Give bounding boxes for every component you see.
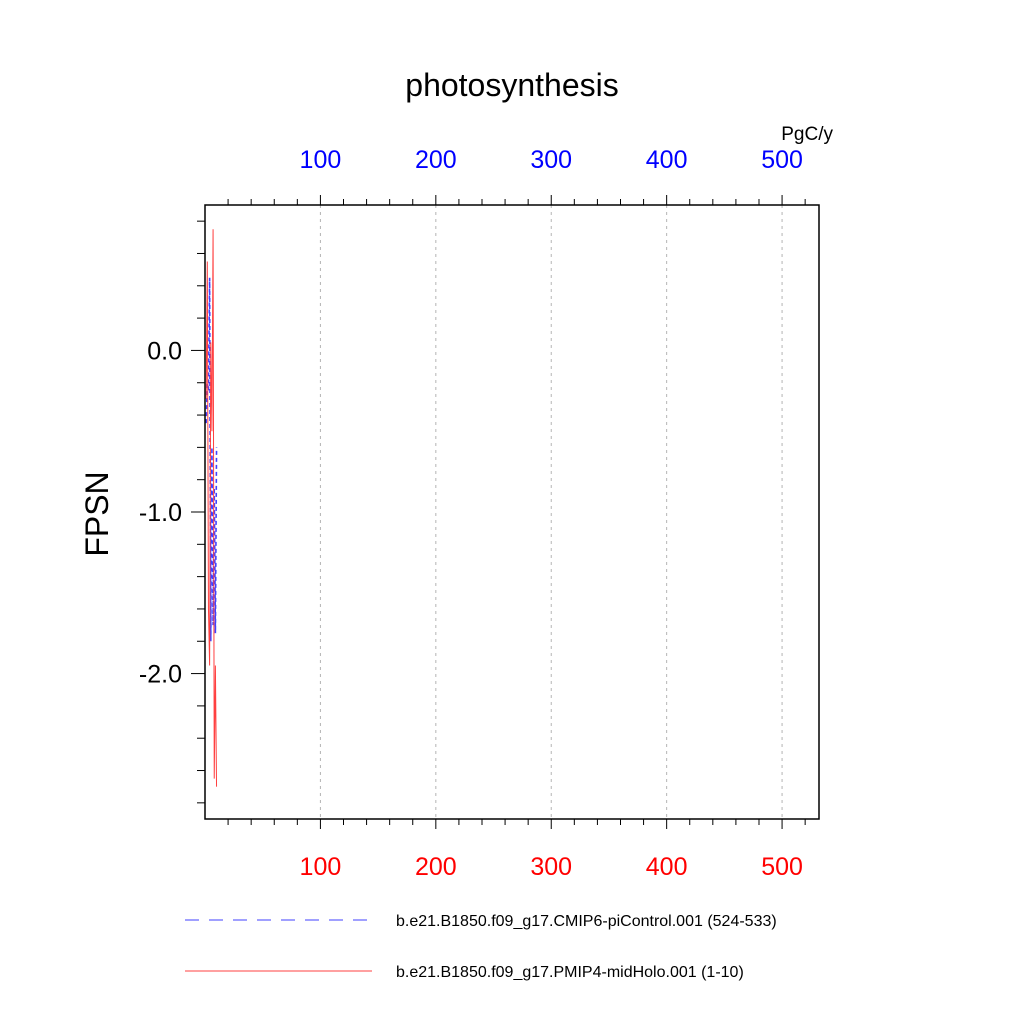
- x-tick-label-bottom: 100: [300, 853, 342, 881]
- legend-label-2: b.e21.B1850.f09_g17.PMIP4-midHolo.001 (1…: [396, 964, 744, 981]
- axis-ticks: 100 100 200 200 300 300 400 400 500 500 0.0 -1.0 -2.…: [139, 146, 806, 881]
- y-tick-label: -1.0: [139, 499, 182, 527]
- series-group: [205, 229, 218, 787]
- x-tick-label-top: 200: [415, 146, 457, 174]
- y-tick-label: -2.0: [139, 661, 182, 689]
- units-label: PgC/y: [781, 124, 833, 145]
- x-tick-label-bottom: 500: [761, 853, 803, 881]
- y-tick-label: 0.0: [147, 337, 182, 365]
- x-tick-label-top: 400: [646, 146, 688, 174]
- series-line-2: [205, 229, 218, 787]
- x-tick-label-top: 100: [300, 146, 342, 174]
- plot-frame: [204, 204, 820, 820]
- x-tick-label-bottom: 200: [415, 853, 457, 881]
- chart-title: photosynthesis: [405, 67, 618, 103]
- y-axis-label: FPSN: [79, 471, 115, 556]
- grid-lines: [319, 205, 783, 819]
- x-tick-label-bottom: 400: [646, 853, 688, 881]
- x-tick-label-bottom: 300: [530, 853, 572, 881]
- x-tick-label-top: 500: [761, 146, 803, 174]
- legend-label-1: b.e21.B1850.f09_g17.CMIP6-piControl.001 …: [396, 913, 777, 930]
- legend: b.e21.B1850.f09_g17.CMIP6-piControl.001 …: [185, 913, 777, 981]
- x-tick-label-top: 300: [530, 146, 572, 174]
